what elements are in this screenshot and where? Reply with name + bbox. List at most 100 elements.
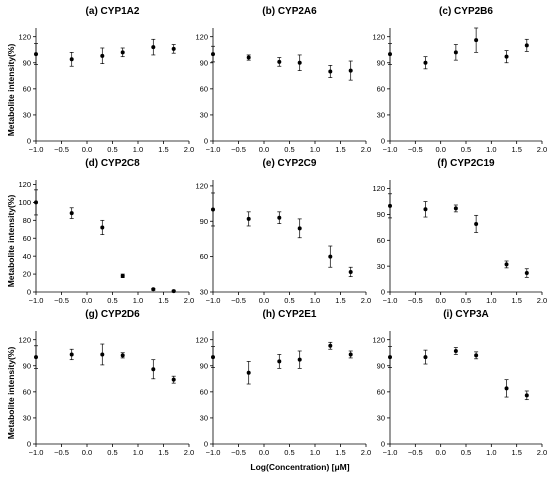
y-tick-label: 0 — [381, 440, 385, 449]
data-point — [34, 355, 38, 360]
x-tick-label: 1.0 — [310, 448, 320, 457]
data-point — [474, 38, 479, 43]
data-point — [211, 52, 215, 57]
y-tick-label: 60 — [377, 84, 385, 93]
y-tick-label: 90 — [377, 58, 385, 67]
panel-title: (f) CYP2C19 — [437, 158, 495, 169]
x-tick-label: 1.5 — [335, 296, 345, 305]
data-point — [151, 367, 156, 372]
y-tick-label: 60 — [23, 234, 31, 243]
x-tick-label: −0.5 — [231, 448, 246, 457]
x-tick-label: −0.5 — [54, 296, 69, 305]
x-tick-label: −1.0 — [383, 448, 398, 457]
x-tick-label: 0.0 — [435, 448, 445, 457]
panel-title: (g) CYP2D6 — [85, 309, 140, 320]
x-tick-label: 0.0 — [82, 448, 92, 457]
y-tick-label: 30 — [377, 262, 385, 271]
y-tick-label: 0 — [27, 137, 31, 146]
x-tick-label: 2.0 — [537, 145, 547, 154]
x-tick-label: 1.0 — [486, 296, 496, 305]
data-point — [277, 215, 282, 220]
data-point — [246, 370, 251, 375]
x-tick-label: 1.0 — [133, 296, 143, 305]
data-point — [297, 226, 302, 231]
y-tick-label: 0 — [27, 440, 31, 449]
x-tick-label: 1.0 — [310, 145, 320, 154]
x-tick-label: 2.0 — [361, 296, 371, 305]
panel-title: (i) CYP3A — [443, 309, 489, 320]
data-point — [504, 386, 509, 391]
data-point — [69, 352, 74, 357]
data-point — [34, 52, 38, 57]
data-point — [423, 60, 428, 65]
data-point — [474, 221, 479, 226]
data-point — [474, 353, 479, 358]
x-tick-label: −1.0 — [206, 296, 221, 305]
y-tick-label: 120 — [18, 32, 31, 41]
y-tick-label: 30 — [200, 414, 208, 423]
data-point — [171, 289, 176, 294]
data-point — [171, 377, 176, 382]
data-point — [297, 60, 302, 65]
x-tick-label: −0.5 — [231, 296, 246, 305]
x-tick-label: 1.5 — [511, 448, 521, 457]
panel-title: (d) CYP2C8 — [85, 158, 140, 169]
data-point — [524, 393, 529, 398]
y-tick-label: 120 — [18, 335, 31, 344]
chart-panel: (a) CYP1A2 −1.0 −0.5 0.0 0.5 1.0 1.5 2.0 0 30 60 90… — [18, 6, 194, 154]
x-tick-label: 1.5 — [335, 448, 345, 457]
data-point — [100, 225, 105, 230]
y-tick-label: 60 — [377, 236, 385, 245]
y-tick-label: 120 — [195, 32, 208, 41]
data-point — [348, 68, 353, 73]
x-tick-label: 0.5 — [107, 296, 117, 305]
panel-title: (b) CYP2A6 — [262, 6, 317, 17]
y-tick-label: 90 — [377, 210, 385, 219]
y-tick-label: 0 — [381, 288, 385, 297]
x-tick-label: 0.0 — [435, 296, 445, 305]
x-tick-label: 2.0 — [537, 296, 547, 305]
x-tick-label: 0.5 — [284, 448, 294, 457]
x-tick-label: −1.0 — [383, 145, 398, 154]
x-tick-label: −0.5 — [231, 145, 246, 154]
x-tick-label: 0.5 — [284, 296, 294, 305]
panel-title: (e) CYP2C9 — [263, 158, 317, 169]
x-tick-label: 2.0 — [184, 145, 194, 154]
data-point — [388, 203, 392, 208]
x-tick-label: 0.0 — [435, 145, 445, 154]
data-point — [34, 200, 38, 205]
x-tick-label: 0.0 — [259, 145, 269, 154]
x-tick-label: 2.0 — [361, 145, 371, 154]
x-tick-label: 0.5 — [461, 296, 471, 305]
chart-panel: (e) CYP2C9 −1.0 −0.5 0.0 0.5 1.0 1.5 2.0 30 60 90 1… — [195, 158, 371, 305]
y-axis-label-row-1: Metabolite intensity(%) — [6, 44, 16, 137]
x-tick-label: 1.0 — [133, 448, 143, 457]
x-tick-label: 1.5 — [158, 296, 168, 305]
x-tick-label: 0.5 — [461, 448, 471, 457]
x-tick-label: 0.0 — [82, 296, 92, 305]
x-tick-label: 1.0 — [133, 145, 143, 154]
y-tick-label: 30 — [200, 288, 208, 297]
y-tick-label: 30 — [23, 111, 31, 120]
x-tick-label: 1.5 — [158, 145, 168, 154]
y-tick-label: 60 — [377, 387, 385, 396]
data-point — [277, 359, 282, 364]
data-point — [524, 43, 529, 48]
data-point — [120, 50, 125, 55]
y-tick-label: 60 — [200, 84, 208, 93]
y-tick-label: 30 — [377, 414, 385, 423]
y-tick-label: 60 — [23, 387, 31, 396]
y-tick-label: 40 — [23, 252, 31, 261]
data-point — [348, 269, 353, 274]
x-tick-label: −1.0 — [206, 145, 221, 154]
y-tick-label: 60 — [200, 387, 208, 396]
y-tick-label: 0 — [381, 137, 385, 146]
x-tick-label: 1.5 — [511, 145, 521, 154]
x-tick-label: −0.5 — [54, 145, 69, 154]
chart-panel: (b) CYP2A6 −1.0 −0.5 0.0 0.5 1.0 1.5 2.0 0 30 60 90… — [195, 6, 371, 154]
y-tick-label: 0 — [204, 440, 208, 449]
data-point — [120, 273, 125, 278]
y-tick-label: 30 — [200, 111, 208, 120]
panel-title: (c) CYP2B6 — [439, 6, 493, 17]
panel-grid: (a) CYP1A2 −1.0 −0.5 0.0 0.5 1.0 1.5 2.0 0 30 60 90… — [18, 6, 547, 457]
